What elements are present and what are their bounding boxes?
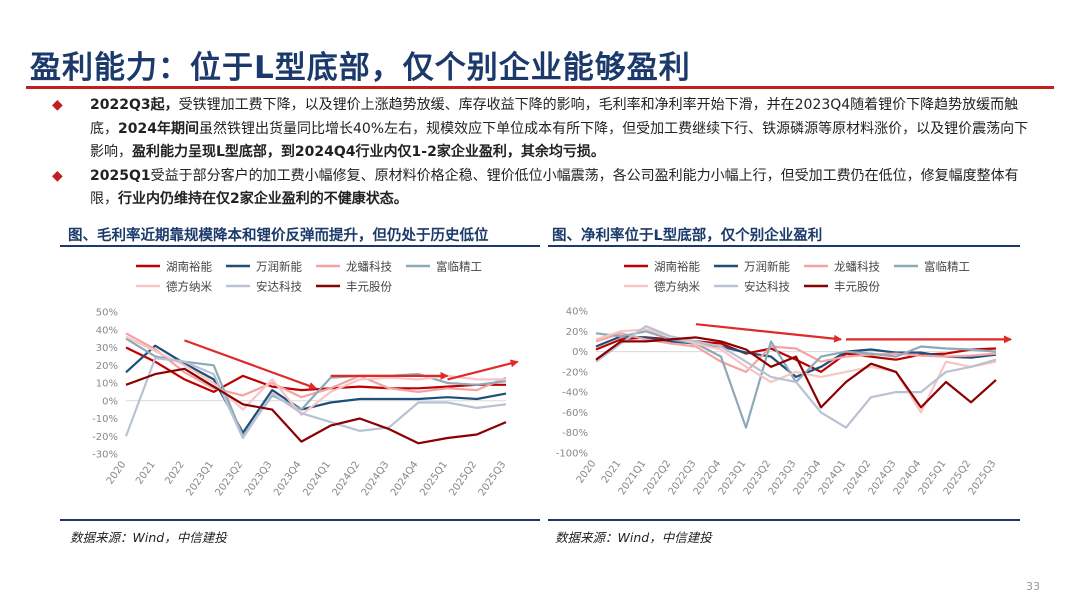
bullet-bold-run: 行业内仍维持在仅2家企业盈利的不健康状态。 bbox=[118, 191, 408, 208]
legend-label: 安达科技 bbox=[256, 280, 302, 294]
series-line-6 bbox=[124, 357, 507, 440]
legend-label: 万润新能 bbox=[256, 260, 302, 274]
x-tick-label: 2023Q2 bbox=[214, 459, 246, 498]
x-tick-label: 2024Q3 bbox=[360, 459, 392, 498]
x-tick-label: 2020 bbox=[105, 459, 129, 486]
bullet-text: 2022Q3起，受铁锂加工费下降，以及锂价上涨趋势放缓、库存收益下降的影响，毛利… bbox=[90, 97, 1028, 160]
x-tick-label: 2025Q2 bbox=[447, 459, 479, 498]
source-note: 数据来源：Wind，中信建投 bbox=[555, 530, 712, 545]
diamond-bullet-icon: ◆ bbox=[52, 97, 63, 113]
bullet-run: 受益于部分客户的加工费小幅修复、原材料价格企稳、锂价低位小幅震荡，各公司盈利能力… bbox=[90, 167, 1019, 208]
y-tick-label: -80% bbox=[562, 428, 588, 439]
legend-label: 德方纳米 bbox=[166, 280, 212, 294]
legend-label: 龙蟠科技 bbox=[834, 260, 880, 274]
legend-label: 龙蟠科技 bbox=[346, 260, 392, 274]
x-tick-label: 2023Q1 bbox=[184, 459, 216, 498]
trend-arrow bbox=[695, 323, 842, 343]
source-note: 数据来源：Wind，中信建投 bbox=[70, 530, 227, 545]
bullet-run: 受铁锂加工费下降，以及锂价上涨趋势放缓、库存收益下降的影响，毛利率和净利率开始下… bbox=[90, 97, 1019, 137]
y-tick-label: 20% bbox=[96, 361, 118, 372]
bullet-item: ◆ 2025Q1受益于部分客户的加工费小幅修复、原材料价格企稳、锂价低位小幅震荡… bbox=[52, 165, 1042, 212]
y-tick-label: 0% bbox=[102, 396, 118, 407]
series-line-2 bbox=[125, 344, 507, 434]
trend-arrow bbox=[184, 339, 317, 390]
chart-caption-net-margin: 图、净利率位于L型底部，仅个别企业盈利 bbox=[552, 228, 823, 244]
legend-label: 富临精工 bbox=[924, 260, 970, 274]
caption-divider bbox=[548, 245, 1020, 247]
bullet-bold-run: 2025Q1 bbox=[90, 167, 151, 184]
x-tick-label: 2025Q3 bbox=[477, 459, 509, 498]
y-tick-label: -100% bbox=[556, 449, 588, 460]
page-title: 盈利能力：位于L型底部，仅个别企业能够盈利 bbox=[30, 50, 691, 86]
x-tick-label: 2024Q4 bbox=[389, 459, 421, 498]
bullet-item: ◆ 2022Q3起，受铁锂加工费下降，以及锂价上涨趋势放缓、库存收益下降的影响，… bbox=[52, 94, 1042, 165]
bullet-bold-run: 2024年期间 bbox=[118, 120, 199, 137]
y-tick-label: 0% bbox=[572, 347, 588, 358]
legend-label: 湖南裕能 bbox=[654, 260, 700, 274]
x-tick-label: 2024Q2 bbox=[331, 459, 363, 498]
y-tick-label: 10% bbox=[96, 379, 118, 390]
title-underline bbox=[26, 86, 1054, 89]
legend-label: 富临精工 bbox=[436, 260, 482, 274]
y-tick-label: -30% bbox=[92, 450, 118, 461]
y-tick-label: 30% bbox=[96, 343, 118, 354]
series-line-7 bbox=[595, 336, 997, 409]
legend-label: 丰元股份 bbox=[346, 280, 392, 294]
bullet-text: 2025Q1受益于部分客户的加工费小幅修复、原材料价格企稳、锂价低位小幅震荡，各… bbox=[90, 168, 1019, 208]
bullet-bold-run: 2022Q3起， bbox=[90, 97, 179, 113]
page-number: 33 bbox=[1026, 580, 1040, 593]
y-tick-label: -40% bbox=[562, 388, 588, 399]
y-tick-label: -20% bbox=[92, 432, 118, 443]
series-line-4 bbox=[125, 337, 507, 438]
series-line-3 bbox=[595, 332, 997, 374]
y-tick-label: 40% bbox=[96, 325, 118, 336]
diamond-bullet-icon: ◆ bbox=[52, 167, 63, 184]
x-tick-label: 2021 bbox=[600, 458, 624, 485]
x-tick-label: 2023Q3 bbox=[243, 459, 275, 498]
legend-label: 丰元股份 bbox=[834, 280, 880, 294]
y-tick-label: 50% bbox=[96, 308, 118, 319]
bullet-bold-run: 盈利能力呈现L型底部，到2024Q4行业内仅1-2家企业盈利，其余均亏损。 bbox=[132, 144, 605, 161]
legend-label: 安达科技 bbox=[744, 280, 790, 294]
bullet-list: ◆ 2022Q3起，受铁锂加工费下降，以及锂价上涨趋势放缓、库存收益下降的影响，… bbox=[52, 94, 1042, 212]
y-tick-label: -20% bbox=[562, 367, 588, 378]
x-tick-label: 2021 bbox=[134, 459, 158, 486]
chart-caption-gross-margin: 图、毛利率近期靠规模降本和锂价反弹而提升，但仍处于历史低位 bbox=[68, 228, 489, 244]
y-tick-label: 40% bbox=[566, 307, 588, 318]
source-divider bbox=[60, 519, 540, 521]
x-tick-label: 2025Q1 bbox=[418, 459, 450, 498]
bullet-run: 虽然铁锂出货量同比增长40%左右，规模效应下单位成本有所下降，但受加工费继续下行… bbox=[90, 120, 1029, 161]
trend-arrow bbox=[447, 359, 519, 381]
legend-label: 湖南裕能 bbox=[166, 260, 212, 274]
y-tick-label: -10% bbox=[92, 414, 118, 425]
legend-label: 德方纳米 bbox=[654, 280, 700, 294]
x-tick-label: 2024Q1 bbox=[301, 459, 333, 498]
x-tick-label: 2023Q4 bbox=[272, 459, 304, 498]
caption-divider bbox=[60, 245, 540, 247]
source-divider bbox=[548, 519, 1020, 521]
x-tick-label: 2020 bbox=[575, 458, 599, 485]
y-tick-label: 20% bbox=[566, 327, 588, 338]
legend-label: 万润新能 bbox=[744, 260, 790, 274]
y-tick-label: -60% bbox=[562, 408, 588, 419]
series-line-6 bbox=[595, 325, 997, 429]
series-line-7 bbox=[125, 367, 507, 445]
x-tick-label: 2022 bbox=[163, 459, 187, 486]
